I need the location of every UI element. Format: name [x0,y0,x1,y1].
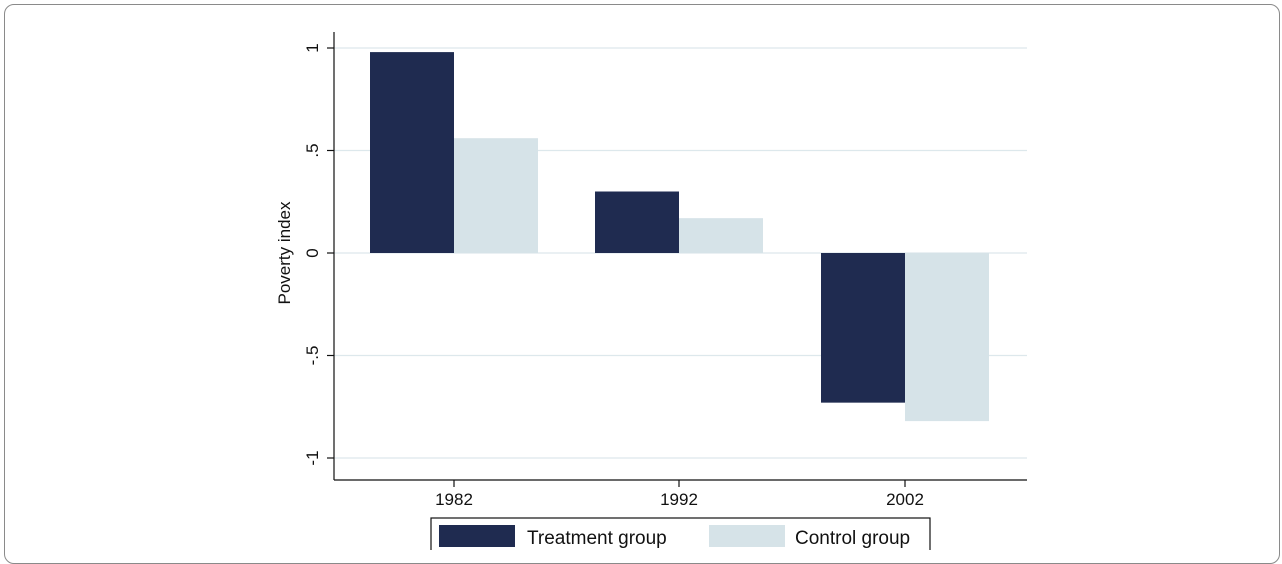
bar-control [679,218,763,253]
bar-treatment [370,52,454,253]
y-tick-label: -1 [303,450,322,465]
bar-chart: 1 .5 0 -.5 -1 1982 1992 2002 Poverty index Tre… [275,32,1027,550]
y-tick-label: -.5 [303,346,322,366]
x-tick-label: 1982 [435,490,473,509]
y-tick-label: 1 [303,43,322,52]
y-ticks: 1 .5 0 -.5 -1 [303,43,334,466]
x-tick-label: 1992 [660,490,698,509]
legend: Treatment group Control group [430,517,931,550]
x-ticks: 1982 1992 2002 [435,480,924,509]
x-tick-label: 2002 [886,490,924,509]
bars [370,52,989,422]
legend-swatch-treatment [439,525,515,547]
axes [333,32,1027,481]
y-tick-label: 0 [303,248,322,257]
legend-swatch-control [709,525,785,547]
y-axis-title: Poverty index [275,201,294,304]
y-tick-label: .5 [303,143,322,157]
bar-control [905,253,989,422]
legend-label-control: Control group [795,528,910,549]
legend-label-treatment: Treatment group [527,528,667,549]
bar-treatment [821,253,905,403]
bar-treatment [595,191,679,253]
bar-control [454,138,538,253]
